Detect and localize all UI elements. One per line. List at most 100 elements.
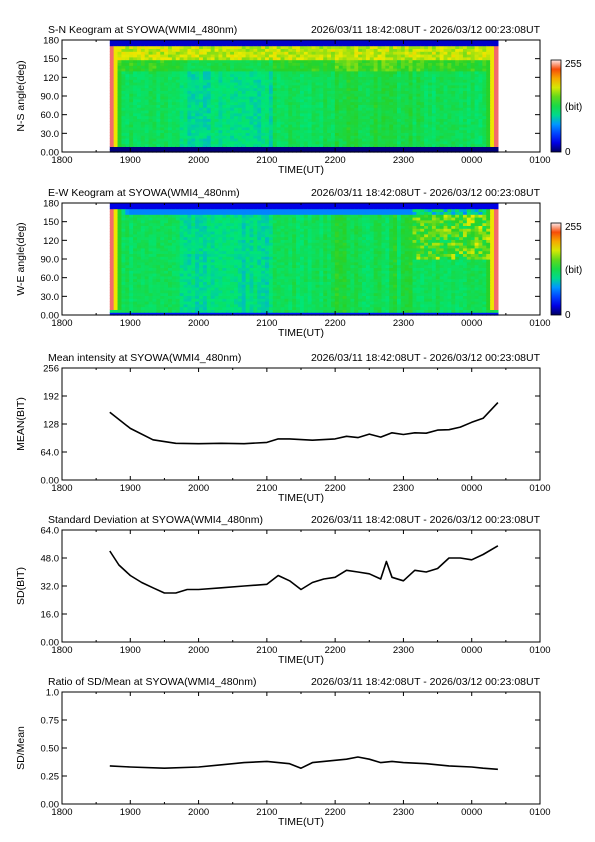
keogram-cell — [253, 124, 258, 128]
keogram-cell — [373, 143, 379, 147]
keogram-cell — [365, 84, 371, 89]
keogram-cell — [187, 228, 192, 232]
keogram-cell — [113, 84, 119, 89]
keogram-cell — [408, 70, 414, 75]
keogram-cell — [164, 104, 169, 108]
keogram-cell — [396, 82, 402, 86]
keogram-cell — [179, 233, 185, 238]
keogram-cell — [222, 42, 227, 47]
keogram-cell — [164, 267, 169, 271]
keogram-cell — [183, 208, 189, 212]
keogram-cell — [129, 273, 134, 277]
keogram-cell — [470, 40, 476, 44]
keogram-cell — [191, 273, 196, 277]
keogram-cell — [148, 45, 154, 49]
keogram-cell — [226, 129, 231, 133]
keogram-cell — [288, 93, 293, 97]
keogram-cell — [164, 301, 169, 305]
keogram-cell — [377, 98, 383, 103]
keogram-cell — [206, 48, 212, 52]
keogram-cell — [129, 98, 134, 103]
keogram-cell — [245, 110, 251, 114]
keogram-cell — [117, 292, 123, 296]
keogram-cell — [486, 107, 491, 111]
keogram-cell — [412, 93, 417, 97]
keogram-cell — [230, 98, 235, 103]
keogram-cell — [113, 59, 119, 63]
keogram-cell — [404, 140, 410, 145]
keogram-cell — [272, 101, 278, 105]
keogram-cell — [261, 121, 266, 125]
keogram-cell — [125, 42, 130, 47]
keogram-cell — [140, 104, 146, 108]
keogram-cell — [249, 96, 254, 100]
keogram-cell — [195, 54, 200, 58]
keogram-cell — [462, 84, 468, 89]
keogram-cell — [385, 115, 390, 119]
keogram-cell — [365, 59, 371, 63]
keogram-cell — [164, 292, 169, 296]
keogram-cell — [160, 239, 165, 243]
keogram-cell — [206, 112, 212, 117]
keogram-cell — [459, 70, 464, 75]
keogram-cell — [303, 101, 309, 105]
keogram-cell — [482, 90, 487, 94]
keogram-cell — [400, 112, 406, 117]
keogram-cell — [226, 146, 231, 150]
keogram-cell — [195, 211, 200, 215]
keogram-cell — [121, 135, 126, 139]
keogram-cell — [420, 110, 425, 114]
keogram-cell — [210, 132, 216, 136]
keogram-cell — [331, 112, 336, 117]
keogram-cell — [447, 56, 452, 61]
keogram-cell — [156, 203, 161, 207]
keogram-cell — [214, 62, 220, 66]
keogram-cell — [187, 264, 192, 268]
keogram-cell — [268, 107, 274, 111]
keogram-cell — [226, 48, 231, 52]
keogram-cell — [156, 132, 161, 136]
keogram-cell — [307, 115, 313, 119]
keogram-cell — [164, 247, 169, 252]
keogram-cell — [140, 303, 146, 308]
keogram-cell — [160, 253, 165, 257]
keogram-cell — [377, 59, 383, 63]
keogram-cell — [420, 140, 425, 145]
keogram-cell — [358, 54, 363, 58]
keogram-cell — [490, 132, 495, 136]
keogram-cell — [381, 82, 386, 86]
keogram-cell — [199, 90, 204, 94]
keogram-cell — [113, 295, 119, 299]
keogram-cell — [210, 45, 216, 49]
keogram-cell — [125, 301, 130, 305]
keogram-cell — [129, 225, 134, 229]
keogram-cell — [280, 54, 286, 58]
keogram-cell — [292, 143, 297, 147]
keogram-cell — [439, 73, 445, 77]
keogram-cell — [125, 281, 130, 285]
keogram-cell — [323, 54, 328, 58]
keogram-cell — [272, 140, 278, 145]
keogram-cell — [133, 132, 138, 136]
keogram-cell — [191, 205, 196, 210]
keogram-cell — [109, 259, 115, 263]
keogram-cell — [152, 292, 157, 296]
keogram-cell — [179, 298, 185, 302]
keogram-cell — [195, 129, 200, 133]
keogram-cell — [490, 56, 495, 61]
keogram-cell — [268, 42, 274, 47]
keogram-cell — [331, 42, 336, 47]
keogram-cell — [249, 73, 254, 77]
keogram-cell — [175, 82, 181, 86]
keogram-cell — [307, 51, 313, 55]
keogram-cell — [183, 59, 189, 63]
keogram-cell — [156, 214, 161, 218]
keogram-cell — [420, 68, 425, 72]
keogram-cell — [327, 48, 332, 52]
keogram-cell — [490, 135, 495, 139]
keogram-cell — [482, 79, 487, 83]
keogram-cell — [233, 129, 239, 133]
keogram-cell — [113, 287, 119, 291]
y-axis-label: N-S angle(deg) — [15, 60, 27, 131]
keogram-cell — [133, 312, 138, 316]
